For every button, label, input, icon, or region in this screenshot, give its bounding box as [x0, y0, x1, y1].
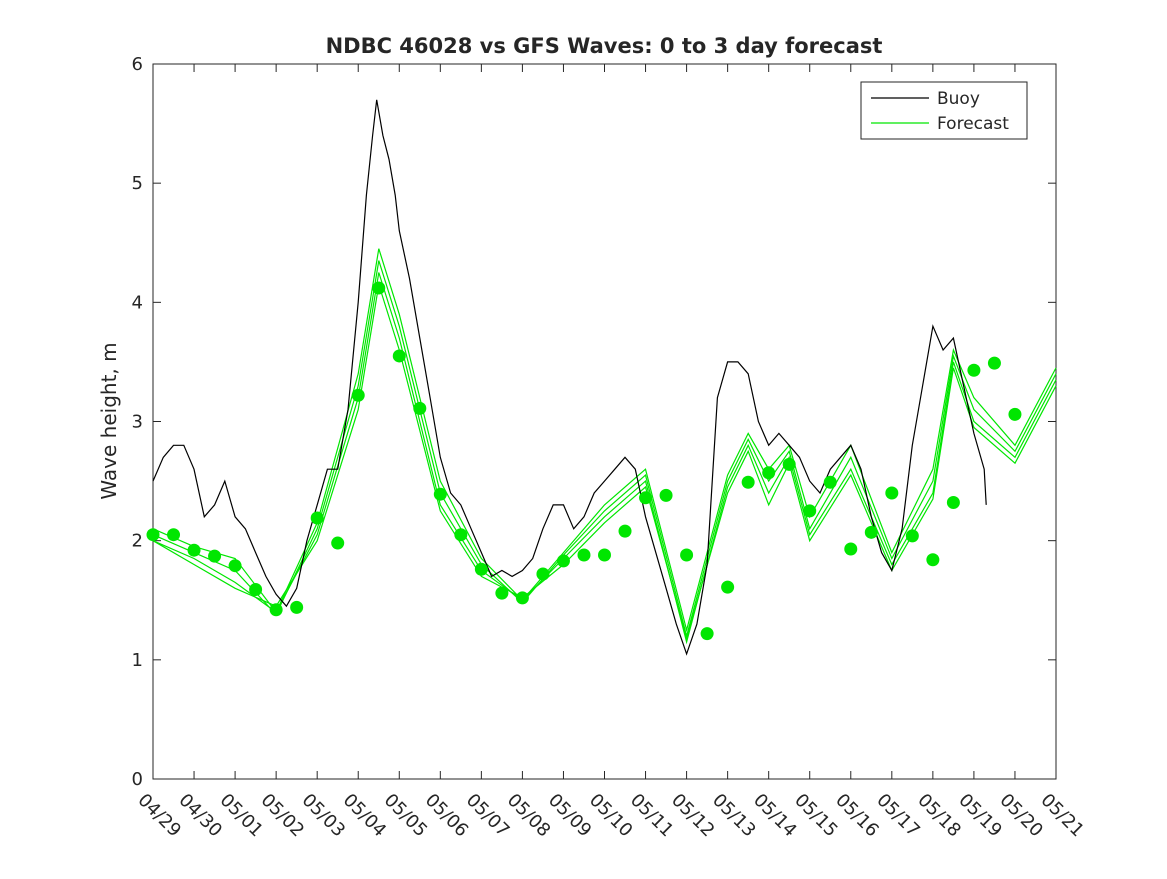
- legend-label: Forecast: [937, 114, 1009, 134]
- forecast-point: [495, 586, 509, 600]
- forecast-point: [700, 627, 714, 641]
- forecast-point: [659, 488, 673, 502]
- forecast-run-line: [152, 272, 1057, 645]
- y-tick-label: 2: [132, 531, 143, 552]
- forecast-point: [454, 528, 468, 542]
- forecast-point: [721, 580, 735, 594]
- forecast-point: [1008, 407, 1022, 421]
- forecast-point: [803, 504, 817, 518]
- legend: Buoy Forecast: [860, 81, 1028, 140]
- forecast-point: [167, 528, 181, 542]
- forecast-point: [351, 388, 365, 402]
- forecast-point: [392, 349, 406, 363]
- forecast-point: [926, 553, 940, 567]
- y-axis-label: Wave height, m: [97, 342, 121, 499]
- y-tick-label: 0: [132, 769, 143, 790]
- forecast-point: [515, 591, 529, 605]
- forecast-point: [331, 536, 345, 550]
- y-tick-label: 1: [132, 650, 143, 671]
- chart-title: NDBC 46028 vs GFS Waves: 0 to 3 day fore…: [326, 34, 883, 58]
- forecast-point: [639, 491, 653, 505]
- forecast-point: [885, 486, 899, 500]
- forecast-run-line: [152, 260, 1057, 639]
- forecast-point: [680, 548, 694, 562]
- forecast-point: [372, 281, 386, 295]
- forecast-point: [577, 548, 591, 562]
- forecast-point: [290, 600, 304, 614]
- buoy-line: [152, 99, 987, 656]
- forecast-point: [946, 496, 960, 510]
- legend-box: [860, 81, 1028, 140]
- forecast-point: [741, 475, 755, 489]
- forecast-point: [598, 548, 611, 562]
- forecast-point: [536, 567, 550, 581]
- forecast-point: [864, 525, 878, 539]
- y-tick-label: 3: [132, 412, 143, 433]
- forecast-point: [187, 543, 201, 557]
- y-tick-label: 4: [132, 292, 143, 313]
- plot-area: 012345604/2904/3005/0105/0205/0305/0405/…: [132, 54, 1088, 841]
- y-tick-label: 5: [132, 173, 143, 194]
- forecast-run-line: [152, 248, 1057, 633]
- forecast-point: [823, 475, 837, 489]
- forecast-point: [249, 583, 263, 597]
- forecast-point: [762, 466, 776, 480]
- forecast-point: [208, 549, 222, 563]
- forecast-point: [618, 524, 632, 538]
- forecast-point: [844, 542, 858, 556]
- forecast-point: [269, 603, 283, 617]
- forecast-point: [433, 487, 447, 501]
- forecast-point: [967, 363, 981, 377]
- forecast-run-line: [152, 284, 1057, 641]
- forecast-point: [310, 511, 324, 525]
- forecast-point: [905, 529, 919, 543]
- forecast-point: [782, 457, 796, 471]
- y-tick-label: 6: [132, 54, 143, 75]
- legend-label: Buoy: [937, 89, 980, 109]
- forecast-point: [987, 356, 1001, 370]
- forecast-point: [228, 559, 242, 573]
- forecast-point: [146, 528, 160, 542]
- forecast-point: [556, 554, 570, 568]
- axes-box: [152, 63, 1057, 780]
- forecast-point: [474, 562, 488, 576]
- forecast-point: [413, 401, 427, 415]
